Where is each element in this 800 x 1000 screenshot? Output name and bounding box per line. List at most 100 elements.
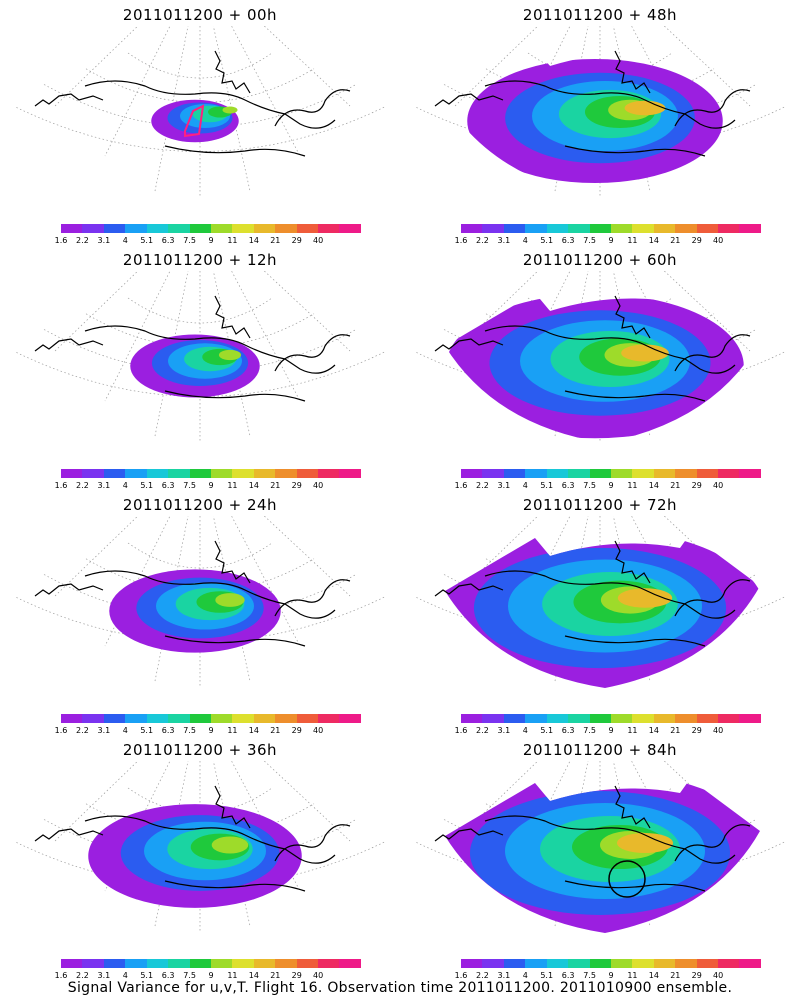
colorbar-swatch xyxy=(61,469,83,478)
colorbar-swatch xyxy=(739,224,761,233)
colorbar-tick-label: 2.2 xyxy=(76,481,89,490)
colorbar-swatch xyxy=(318,959,340,968)
colorbar-tick-label: 4 xyxy=(522,726,528,735)
colorbar-swatch xyxy=(653,469,676,478)
colorbar xyxy=(61,224,361,233)
colorbar-tick-label: 4 xyxy=(122,481,128,490)
colorbar-swatch xyxy=(503,469,526,478)
variance-field xyxy=(445,779,760,933)
colorbar-swatch xyxy=(318,469,340,478)
colorbar-tick-label: 14 xyxy=(648,971,659,980)
colorbar-swatch xyxy=(339,959,361,968)
colorbar xyxy=(61,469,361,478)
colorbar-swatch xyxy=(61,959,83,968)
colorbar-swatch xyxy=(318,714,340,723)
colorbar-tick-label: 21 xyxy=(670,481,681,490)
colorbar-swatch xyxy=(632,714,654,723)
colorbar-tick-label: 40 xyxy=(313,726,324,735)
colorbar-swatch xyxy=(103,224,126,233)
colorbar-tick-label: 21 xyxy=(670,971,681,980)
colorbar-tick-label: 21 xyxy=(670,726,681,735)
panel-title: 2011011200 + 72h xyxy=(522,496,678,514)
colorbar-tick-label: 11 xyxy=(627,971,638,980)
colorbar-swatch xyxy=(525,224,547,233)
colorbar-swatch xyxy=(168,714,190,723)
colorbar-swatch xyxy=(210,714,233,723)
forecast-map xyxy=(15,271,385,443)
colorbar-swatch xyxy=(739,469,761,478)
colorbar-tick-label: 9 xyxy=(208,726,214,735)
colorbar-tick-label: 21 xyxy=(270,971,281,980)
variance-field xyxy=(109,569,281,653)
colorbar-tick-label: 4 xyxy=(522,481,528,490)
colorbar-swatch xyxy=(610,224,633,233)
colorbar-tick-label: 21 xyxy=(270,726,281,735)
colorbar-tick-label: 6.3 xyxy=(161,481,175,490)
colorbar-swatch xyxy=(610,469,633,478)
colorbar-swatch xyxy=(718,224,740,233)
colorbar-tick-label: 5.1 xyxy=(140,971,154,980)
variance-field xyxy=(467,58,723,184)
colorbar-tick-label: 11 xyxy=(627,726,638,735)
colorbar-swatch xyxy=(503,714,526,723)
colorbar-swatch xyxy=(253,959,276,968)
colorbar-tick-label: 14 xyxy=(248,726,259,735)
coastline xyxy=(434,540,751,647)
colorbar-swatch xyxy=(61,224,83,233)
colorbar-tick-label: 4 xyxy=(522,971,528,980)
colorbar-tick-label: 7.5 xyxy=(183,481,196,490)
colorbar-swatch xyxy=(632,469,654,478)
variance-field xyxy=(151,99,239,143)
colorbar-tick-label: 9 xyxy=(208,971,214,980)
colorbar-swatch xyxy=(546,469,569,478)
colorbar-swatch xyxy=(675,469,697,478)
colorbar-tick-label: 9 xyxy=(608,726,614,735)
colorbar xyxy=(61,959,361,968)
colorbar-tick-label: 14 xyxy=(648,726,659,735)
colorbar-swatch xyxy=(482,959,504,968)
colorbar-tick-label: 1.6 xyxy=(454,726,468,735)
colorbar-tick-label: 14 xyxy=(248,971,259,980)
forecast-map xyxy=(415,271,785,443)
colorbar-tick-label: 3.1 xyxy=(497,236,511,245)
colorbar-ticks: 1.6 2.2 3.1 4 5.1 6.3 7.5 9 11 14 21 29 40 xyxy=(48,481,348,491)
colorbar-tick-label: 14 xyxy=(648,481,659,490)
colorbar-swatch xyxy=(461,469,483,478)
colorbar-swatch xyxy=(189,714,211,723)
colorbar xyxy=(461,224,761,233)
colorbar-tick-label: 11 xyxy=(627,481,638,490)
colorbar-tick-label: 11 xyxy=(227,236,238,245)
colorbar-tick-label: 6.3 xyxy=(561,971,575,980)
colorbar-swatch xyxy=(610,714,633,723)
colorbar-tick-label: 6.3 xyxy=(561,481,575,490)
colorbar-swatch xyxy=(589,714,611,723)
colorbar-tick-label: 9 xyxy=(208,236,214,245)
panel-title: 2011011200 + 84h xyxy=(522,741,678,759)
colorbar-swatch xyxy=(210,469,233,478)
colorbar-tick-label: 1.6 xyxy=(54,726,68,735)
colorbar-swatch xyxy=(568,714,590,723)
colorbar-swatch xyxy=(675,959,697,968)
colorbar-tick-label: 1.6 xyxy=(54,971,68,980)
colorbar-swatch xyxy=(232,714,254,723)
colorbar-tick-label: 2.2 xyxy=(76,726,89,735)
colorbar-tick-label: 3.1 xyxy=(497,726,511,735)
forecast-map xyxy=(15,761,385,933)
colorbar-tick-label: 9 xyxy=(608,236,614,245)
colorbar-swatch xyxy=(82,714,104,723)
panel-title: 2011011200 + 36h xyxy=(122,741,278,759)
colorbar-tick-label: 29 xyxy=(291,481,302,490)
colorbar-swatch xyxy=(696,224,719,233)
colorbar-tick-label: 11 xyxy=(227,971,238,980)
coastline xyxy=(34,50,351,157)
colorbar-tick-label: 4 xyxy=(122,971,128,980)
colorbar-swatch xyxy=(718,714,740,723)
colorbar-swatch xyxy=(632,959,654,968)
colorbar-swatch xyxy=(461,224,483,233)
colorbar-tick-label: 2.2 xyxy=(476,971,489,980)
colorbar-tick-label: 11 xyxy=(227,481,238,490)
colorbar-tick-label: 29 xyxy=(291,726,302,735)
colorbar-tick-label: 9 xyxy=(608,971,614,980)
colorbar-tick-label: 1.6 xyxy=(54,236,68,245)
colorbar-tick-label: 21 xyxy=(270,236,281,245)
